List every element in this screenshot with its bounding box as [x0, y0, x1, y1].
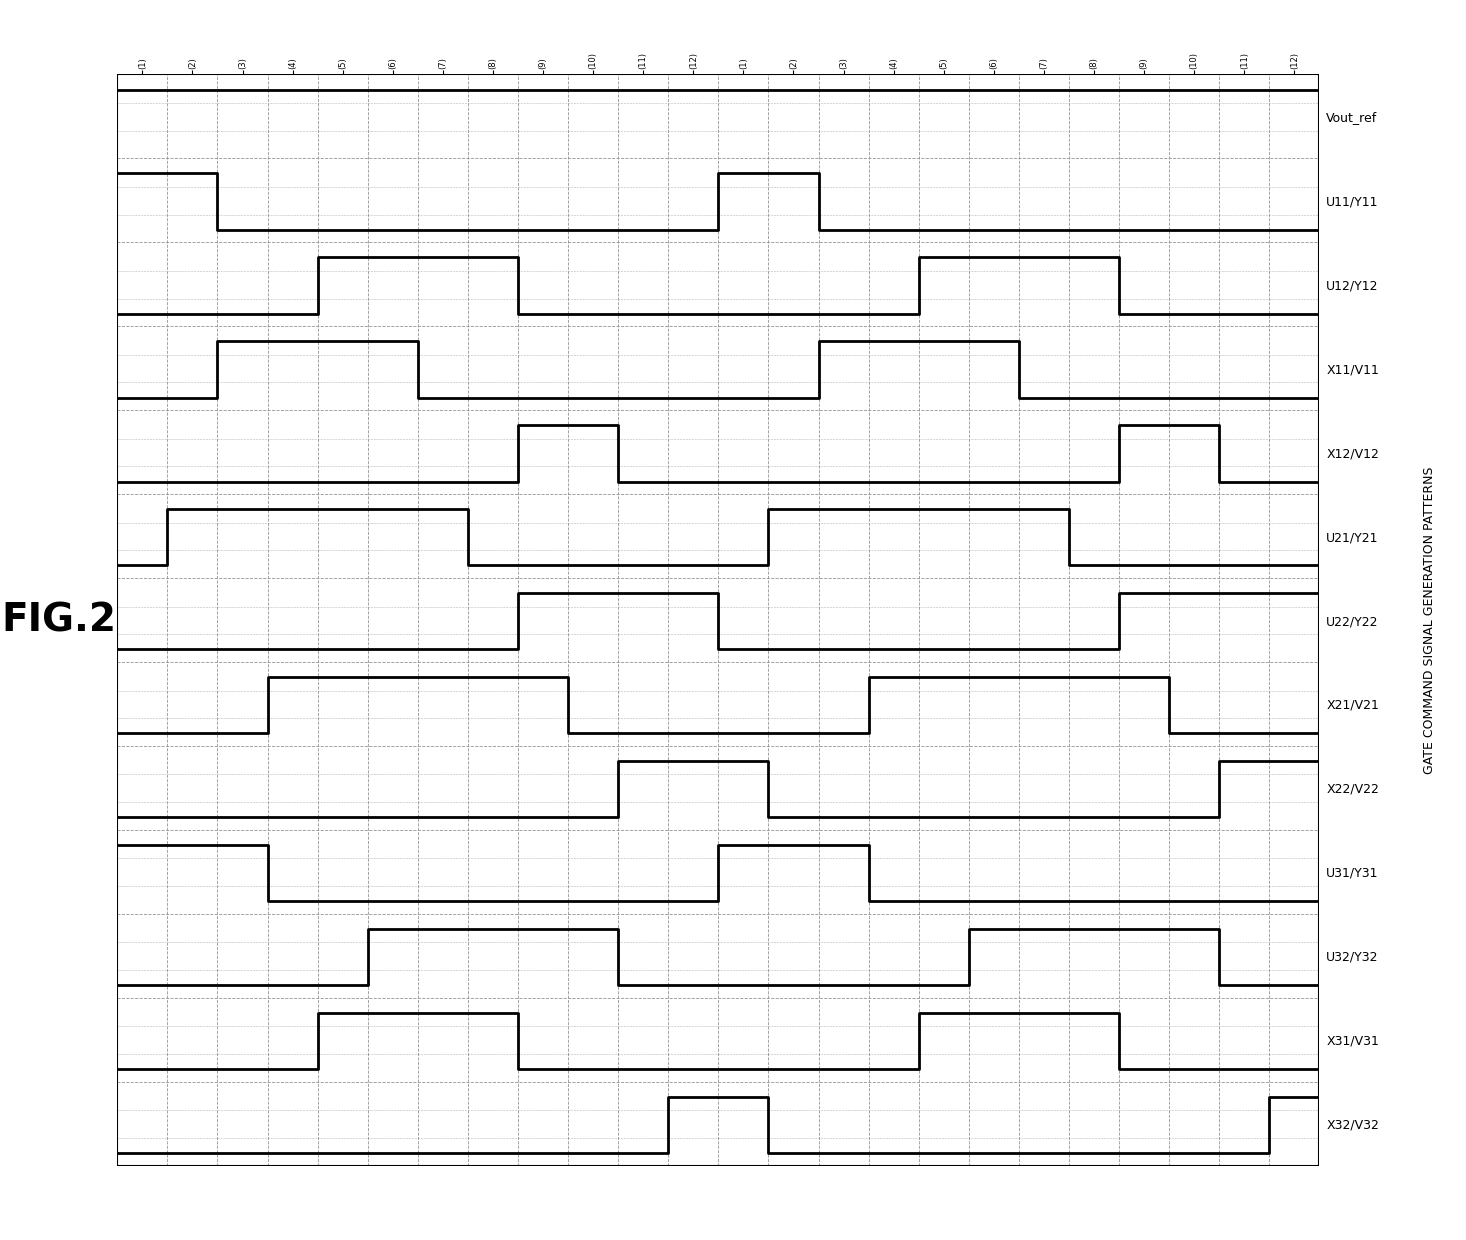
Text: GATE COMMAND SIGNAL GENERATION PATTERNS: GATE COMMAND SIGNAL GENERATION PATTERNS: [1423, 466, 1435, 774]
Text: FIG.2: FIG.2: [1, 601, 116, 639]
